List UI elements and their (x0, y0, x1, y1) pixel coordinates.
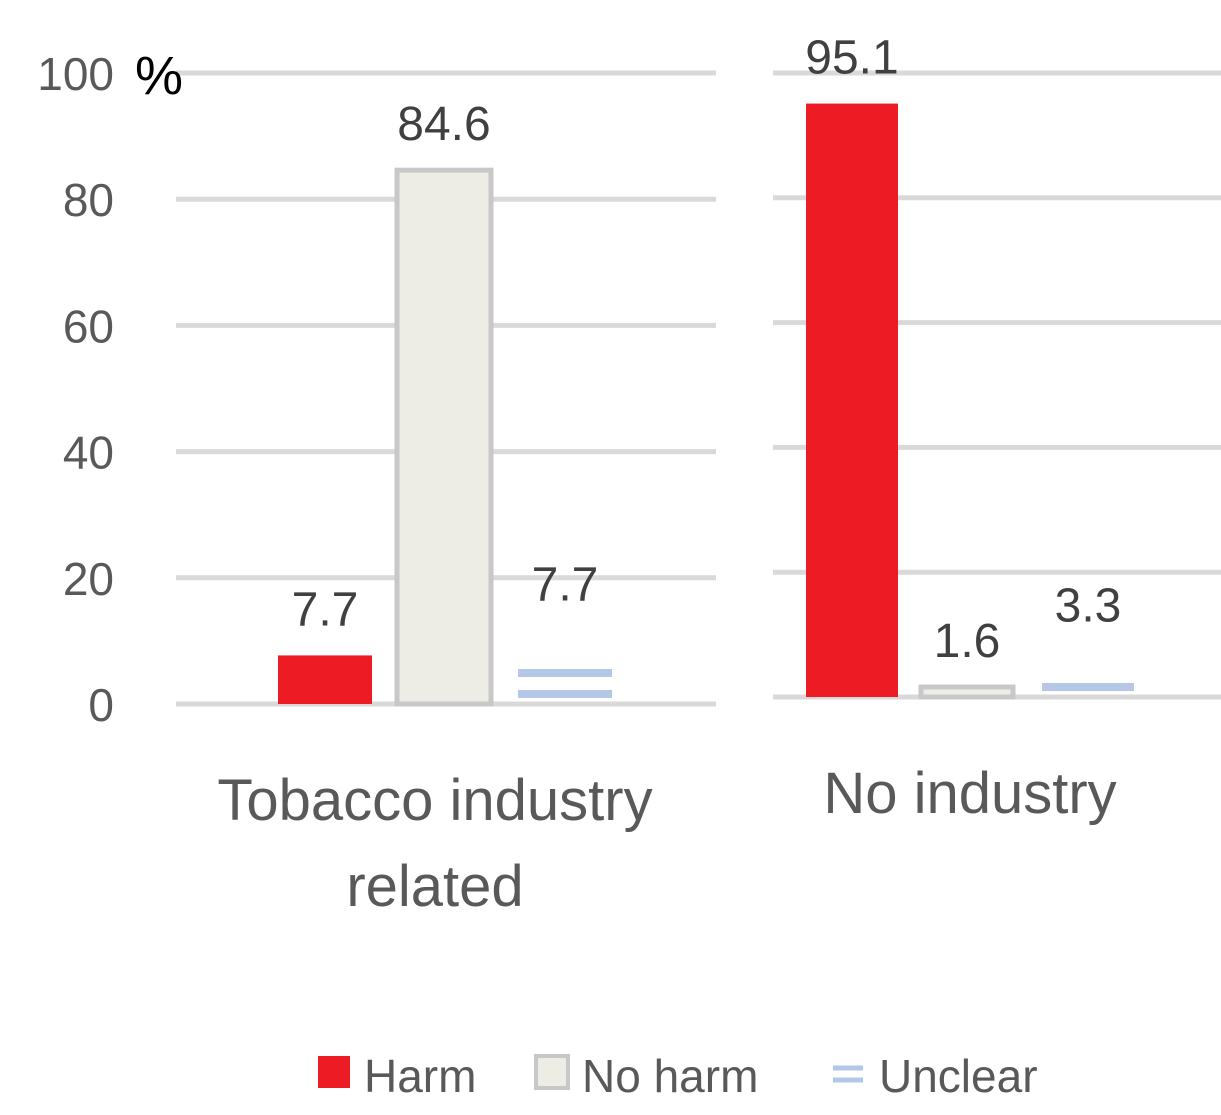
legend-item-harm: Harm (318, 1050, 476, 1102)
bar-no-harm-0 (394, 167, 494, 707)
category-labels: Tobacco industry related No industry (217, 761, 1116, 919)
data-label-harm-1: 95.1 (805, 32, 898, 85)
category-label-0-0: Tobacco industry (217, 768, 652, 833)
legend-label-harm: Harm (364, 1050, 476, 1102)
category-label-1-0: No industry (823, 761, 1116, 826)
y-tick-label-40: 40 (63, 427, 114, 479)
y-tick-label-0: 0 (88, 679, 114, 731)
data-label-unclear-1: 3.3 (1055, 579, 1122, 632)
legend-label-no-harm: No harm (582, 1050, 758, 1102)
bar-unclear-0 (518, 669, 612, 698)
data-label-no-harm-1: 1.6 (934, 615, 1001, 668)
bar-harm-0 (278, 655, 372, 704)
y-tick-label-20: 20 (63, 553, 114, 605)
category-label-0-1: related (346, 854, 523, 919)
bar-harm-1 (806, 103, 898, 698)
y-tick-label-100: 100 (37, 48, 114, 100)
data-label-harm-0: 7.7 (292, 583, 359, 636)
data-labels: 7.7 84.6 7.7 95.1 1.6 3.3 (292, 32, 1122, 668)
y-axis: 0 20 40 60 80 100% (37, 46, 183, 731)
y-tick-label-60: 60 (63, 300, 114, 352)
legend-item-unclear: Unclear (833, 1050, 1038, 1102)
legend-swatch-no-harm (534, 1054, 570, 1090)
bars (278, 103, 1134, 707)
legend-swatch-harm (318, 1056, 350, 1088)
bar-no-harm-1 (918, 684, 1016, 700)
y-tick-label-80: 80 (63, 174, 114, 226)
data-label-unclear-0: 7.7 (532, 558, 599, 611)
legend-item-no-harm: No harm (534, 1050, 758, 1102)
legend-label-unclear: Unclear (879, 1050, 1038, 1102)
y-axis-unit-label: % (135, 46, 183, 106)
data-label-no-harm-0: 84.6 (397, 98, 490, 151)
legend: Harm No harm Unclear (318, 1050, 1038, 1102)
